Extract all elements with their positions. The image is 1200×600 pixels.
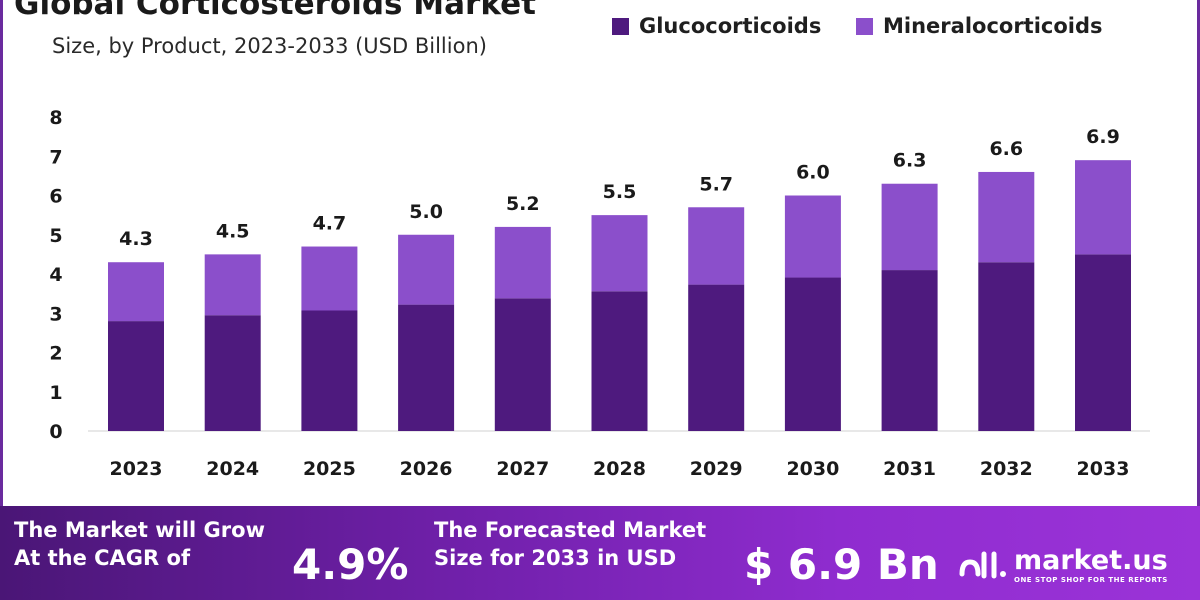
bar-mineralocorticoids-2026 [398, 234, 455, 305]
chart-subtitle: Size, by Product, 2023-2033 (USD Billion… [52, 34, 487, 58]
y-tick-label: 4 [49, 264, 62, 286]
legend-swatch-mineralocorticoids [856, 17, 873, 35]
left-border [0, 0, 3, 506]
bar-mineralocorticoids-2032 [978, 171, 1035, 263]
forecast-text: The Forecasted Market Size for 2033 in U… [434, 516, 706, 572]
bar-mineralocorticoids-2027 [494, 226, 551, 299]
summary-banner: The Market will Grow At the CAGR of 4.9%… [0, 506, 1200, 600]
y-tick-label: 0 [49, 421, 62, 443]
y-tick-label: 8 [49, 107, 62, 129]
x-tick-label-2027: 2027 [496, 458, 549, 480]
bar-glucocorticoids-2029 [688, 284, 745, 431]
legend-item-glucocorticoids: Glucocorticoids [612, 12, 821, 40]
bar-glucocorticoids-2026 [398, 304, 455, 431]
data-label-2029: 5.7 [699, 173, 733, 195]
x-tick-label-2024: 2024 [206, 458, 259, 480]
legend-label-mineralocorticoids: Mineralocorticoids [883, 14, 1103, 38]
bar-mineralocorticoids-2030 [784, 195, 841, 278]
data-label-2031: 6.3 [893, 150, 927, 172]
y-tick-label: 2 [49, 343, 62, 365]
right-border [1197, 0, 1200, 506]
bar-mineralocorticoids-2031 [881, 183, 938, 271]
bar-mineralocorticoids-2033 [1075, 160, 1131, 255]
cagr-text-line2: At the CAGR of [14, 546, 191, 570]
bar-glucocorticoids-2032 [978, 262, 1035, 431]
x-tick-label-2029: 2029 [690, 458, 743, 480]
legend-item-mineralocorticoids: Mineralocorticoids [856, 12, 1103, 40]
cagr-text: The Market will Grow At the CAGR of [14, 516, 265, 572]
x-tick-label-2023: 2023 [110, 458, 163, 480]
data-label-2025: 4.7 [313, 213, 347, 235]
data-label-2032: 6.6 [989, 138, 1023, 160]
legend-swatch-glucocorticoids [612, 17, 629, 35]
bar-mineralocorticoids-2023 [108, 262, 164, 322]
y-tick-label: 1 [49, 382, 62, 404]
forecast-text-line1: The Forecasted Market [434, 518, 707, 542]
x-tick-label-2026: 2026 [400, 458, 453, 480]
bar-mineralocorticoids-2028 [591, 215, 648, 292]
y-tick-label: 6 [49, 186, 62, 208]
bar-glucocorticoids-2031 [881, 270, 938, 431]
data-label-2030: 6.0 [796, 162, 830, 184]
y-tick-label: 7 [49, 146, 62, 168]
bar-glucocorticoids-2023 [108, 321, 164, 431]
chart-title: Global Corticosteroids Market [14, 0, 536, 22]
bar-glucocorticoids-2028 [591, 291, 648, 431]
bar-glucocorticoids-2027 [494, 298, 551, 431]
x-tick-label-2033: 2033 [1077, 458, 1130, 480]
bar-mineralocorticoids-2025 [301, 246, 358, 311]
forecast-value: $ 6.9 Bn [744, 540, 939, 589]
forecast-text-line2: Size for 2033 in USD [434, 546, 677, 570]
bar-glucocorticoids-2024 [204, 315, 261, 431]
x-tick-label-2030: 2030 [786, 458, 839, 480]
legend-label-glucocorticoids: Glucocorticoids [639, 14, 822, 38]
brand-logo: market.us ONE STOP SHOP FOR THE REPORTS [958, 546, 1168, 584]
bar-glucocorticoids-2033 [1075, 254, 1131, 431]
cagr-value: 4.9% [292, 540, 409, 589]
market-us-logo-icon [959, 551, 1006, 579]
bar-glucocorticoids-2025 [301, 310, 358, 431]
cagr-text-line1: The Market will Grow [14, 518, 265, 542]
data-label-2028: 5.5 [603, 181, 637, 203]
x-tick-label-2028: 2028 [593, 458, 646, 480]
data-label-2026: 5.0 [409, 201, 443, 223]
x-tick-label-2031: 2031 [883, 458, 936, 480]
brand-tagline: ONE STOP SHOP FOR THE REPORTS [1014, 576, 1168, 584]
bar-chart: 0 1 2 3 4 5 6 7 8 4.3 2023 4.5 2024 4.7 2025 5.0 2026 5.2… [49, 107, 1150, 480]
data-label-2024: 4.5 [216, 220, 250, 242]
x-tick-label-2025: 2025 [303, 458, 356, 480]
bar-mineralocorticoids-2024 [204, 254, 261, 316]
y-tick-label: 5 [49, 225, 62, 247]
brand-name: market.us [1014, 545, 1168, 576]
x-tick-label-2032: 2032 [980, 458, 1033, 480]
data-label-2023: 4.3 [119, 228, 153, 250]
data-label-2027: 5.2 [506, 193, 540, 215]
bar-mineralocorticoids-2029 [688, 207, 745, 285]
y-tick-label: 3 [49, 303, 62, 325]
bar-glucocorticoids-2030 [784, 277, 841, 431]
data-label-2033: 6.9 [1086, 126, 1120, 148]
